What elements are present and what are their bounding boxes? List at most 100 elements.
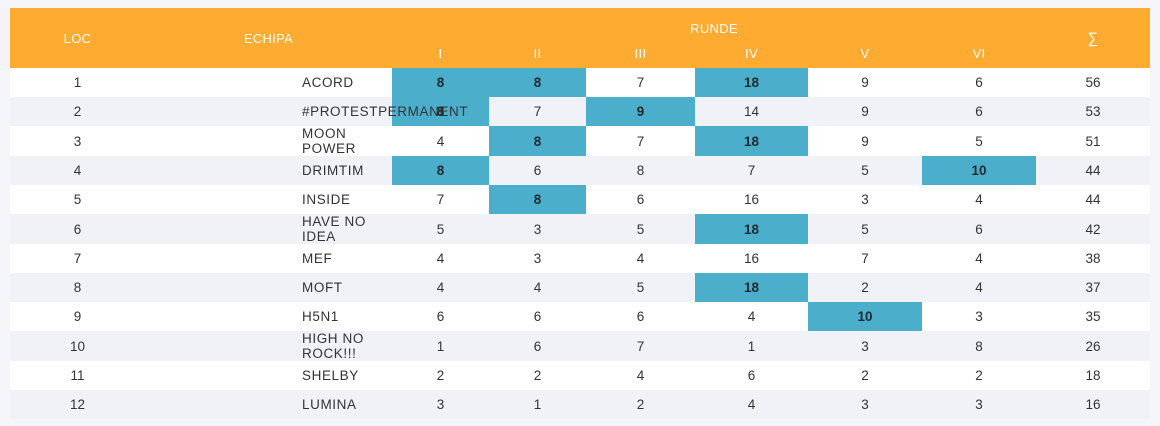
score-cell-round-4: 6 <box>695 361 808 390</box>
rank-cell: 8 <box>10 273 145 302</box>
score-cell-round-6: 6 <box>922 97 1037 126</box>
table-row: 9 H5N1 6 6 6 4 10 3 35 <box>10 302 1151 331</box>
team-name-cell: SHELBY <box>145 361 392 390</box>
score-cell-round-2: 8 <box>489 126 586 156</box>
total-cell: 38 <box>1036 244 1151 273</box>
score-cell-round-5: 9 <box>808 126 922 156</box>
team-name-cell: MOON POWER <box>145 126 392 156</box>
score-cell-round-4: 4 <box>695 302 808 331</box>
total-cell: 56 <box>1036 68 1151 97</box>
rank-cell: 7 <box>10 244 145 273</box>
score-cell-round-5: 9 <box>808 68 922 97</box>
score-cell-round-5: 7 <box>808 244 922 273</box>
table-row: 4 DRIMTIM 8 6 8 7 5 10 44 <box>10 156 1151 185</box>
total-cell: 42 <box>1036 214 1151 244</box>
total-cell: 44 <box>1036 185 1151 214</box>
table-row: 1 ACORD 8 8 7 18 9 6 56 <box>10 68 1151 97</box>
score-cell-round-4: 14 <box>695 97 808 126</box>
score-cell-round-3: 4 <box>586 244 695 273</box>
table-row: 3 MOON POWER 4 8 7 18 9 5 51 <box>10 126 1151 156</box>
header-round-1: I <box>392 38 489 68</box>
table-row: 6 HAVE NO IDEA 5 3 5 18 5 6 42 <box>10 214 1151 244</box>
rank-cell: 5 <box>10 185 145 214</box>
header-round-4: IV <box>695 38 808 68</box>
score-cell-round-5: 2 <box>808 273 922 302</box>
table-row: 12 LUMINA 3 1 2 4 3 3 16 <box>10 390 1151 419</box>
rank-cell: 2 <box>10 97 145 126</box>
score-cell-round-6: 6 <box>922 214 1037 244</box>
score-cell-round-4: 7 <box>695 156 808 185</box>
score-cell-round-2: 3 <box>489 244 586 273</box>
score-cell-round-6: 5 <box>922 126 1037 156</box>
score-cell-round-4: 18 <box>695 126 808 156</box>
score-cell-round-6: 4 <box>922 185 1037 214</box>
score-cell-round-3: 7 <box>586 68 695 97</box>
table-row: 7 MEF 4 3 4 16 7 4 38 <box>10 244 1151 273</box>
score-cell-round-2: 3 <box>489 214 586 244</box>
header-runde: RUNDE <box>392 8 1037 38</box>
total-cell: 26 <box>1036 331 1151 361</box>
score-cell-round-3: 4 <box>586 361 695 390</box>
header-sum: ∑ <box>1036 8 1151 68</box>
score-cell-round-5: 9 <box>808 97 922 126</box>
score-cell-round-2: 6 <box>489 331 586 361</box>
score-cell-round-6: 3 <box>922 390 1037 419</box>
score-cell-round-4: 16 <box>695 185 808 214</box>
team-name-cell: HIGH NO ROCK!!! <box>145 331 392 361</box>
score-cell-round-3: 6 <box>586 302 695 331</box>
total-cell: 18 <box>1036 361 1151 390</box>
total-cell: 53 <box>1036 97 1151 126</box>
score-cell-round-1: 1 <box>392 331 489 361</box>
score-cell-round-4: 18 <box>695 273 808 302</box>
score-cell-round-1: 4 <box>392 273 489 302</box>
score-cell-round-1: 5 <box>392 214 489 244</box>
score-cell-round-3: 9 <box>586 97 695 126</box>
score-cell-round-4: 18 <box>695 68 808 97</box>
team-name-cell: MEF <box>145 244 392 273</box>
score-cell-round-4: 4 <box>695 390 808 419</box>
table-row: 8 MOFT 4 4 5 18 2 4 37 <box>10 273 1151 302</box>
score-cell-round-5: 10 <box>808 302 922 331</box>
team-name-cell: ACORD <box>145 68 392 97</box>
score-cell-round-5: 5 <box>808 156 922 185</box>
score-cell-round-4: 18 <box>695 214 808 244</box>
score-cell-round-5: 3 <box>808 390 922 419</box>
score-cell-round-3: 8 <box>586 156 695 185</box>
total-cell: 35 <box>1036 302 1151 331</box>
header-echipa: ECHIPA <box>145 8 392 68</box>
rank-cell: 12 <box>10 390 145 419</box>
score-cell-round-6: 4 <box>922 273 1037 302</box>
table-header: LOC ECHIPA RUNDE ∑ I II III IV V VI <box>10 8 1151 68</box>
header-loc: LOC <box>10 8 145 68</box>
score-cell-round-2: 8 <box>489 68 586 97</box>
score-cell-round-2: 8 <box>489 185 586 214</box>
score-cell-round-6: 3 <box>922 302 1037 331</box>
score-cell-round-3: 5 <box>586 273 695 302</box>
score-cell-round-6: 4 <box>922 244 1037 273</box>
results-table: LOC ECHIPA RUNDE ∑ I II III IV V VI 1 ACO… <box>10 8 1151 419</box>
score-cell-round-1: 7 <box>392 185 489 214</box>
score-cell-round-2: 1 <box>489 390 586 419</box>
team-name-cell: #PROTESTPERMANENT <box>145 97 468 126</box>
score-cell-round-3: 5 <box>586 214 695 244</box>
score-cell-round-1: 8 <box>392 156 489 185</box>
team-name-cell: LUMINA <box>145 390 392 419</box>
table-row: 11 SHELBY 2 2 4 6 2 2 18 <box>10 361 1151 390</box>
score-cell-round-1: 4 <box>392 126 489 156</box>
rank-cell: 4 <box>10 156 145 185</box>
score-cell-round-1: 4 <box>392 244 489 273</box>
header-round-5: V <box>808 38 922 68</box>
score-cell-round-6: 10 <box>922 156 1037 185</box>
score-cell-round-1: 6 <box>392 302 489 331</box>
score-cell-round-6: 2 <box>922 361 1037 390</box>
score-cell-round-6: 8 <box>922 331 1037 361</box>
score-cell-round-6: 6 <box>922 68 1037 97</box>
header-round-6: VI <box>922 38 1037 68</box>
score-cell-round-3: 2 <box>586 390 695 419</box>
team-name-cell: DRIMTIM <box>145 156 392 185</box>
rank-cell: 6 <box>10 214 145 244</box>
score-cell-round-5: 3 <box>808 185 922 214</box>
total-cell: 16 <box>1036 390 1151 419</box>
total-cell: 44 <box>1036 156 1151 185</box>
total-cell: 51 <box>1036 126 1151 156</box>
